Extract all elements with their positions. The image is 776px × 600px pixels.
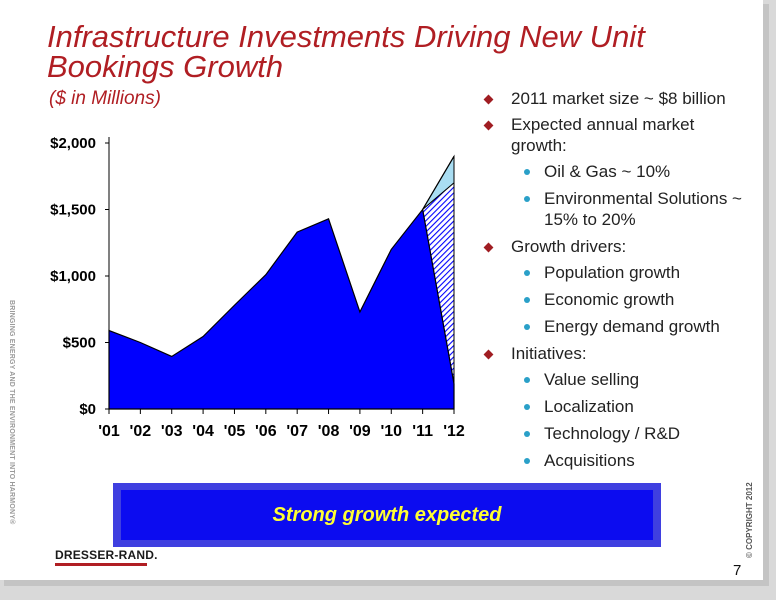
dot-bullet-icon: [524, 458, 530, 464]
bookings-area-series: [108, 208, 455, 410]
company-logo: DRESSER-RAND.: [55, 548, 158, 562]
dot-bullet-icon: [524, 169, 530, 175]
sub-bullet-item: Population growth: [484, 262, 754, 283]
sub-bullet-item: Oil & Gas ~ 10%: [484, 161, 754, 182]
dot-bullet-icon: [524, 324, 530, 330]
bullet-list: 2011 market size ~ $8 billion Expected an…: [483, 88, 754, 477]
dot-bullet-icon: [524, 297, 530, 303]
slide-shadow-bottom: [4, 580, 769, 586]
x-tick-label: '05: [224, 423, 246, 440]
sub-bullet-text: Acquisitions: [544, 451, 635, 470]
sub-bullet-text: Energy demand growth: [544, 317, 720, 336]
sub-bullet-item: Environmental Solutions ~ 15% to 20%: [484, 188, 754, 230]
x-tick-label: '07: [286, 423, 308, 440]
dot-bullet-icon: [524, 377, 530, 383]
tagline-text: BRINGING ENERGY AND THE ENVIRONMENT INTO…: [8, 300, 15, 525]
slide-title: Infrastructure Investments Driving New U…: [47, 19, 645, 84]
diamond-bullet-icon: [483, 242, 494, 253]
sub-bullet-item: Value selling: [484, 369, 754, 390]
bullet-item: Initiatives:: [483, 343, 754, 364]
logo-underline: [55, 563, 147, 566]
sub-bullet-text: Oil & Gas ~ 10%: [544, 162, 671, 181]
bullet-item: Expected annual market growth:: [483, 114, 754, 156]
y-tick-label: $2,000: [50, 135, 96, 152]
bullet-text: Expected annual market growth:: [511, 115, 695, 155]
sub-bullet-item: Energy demand growth: [484, 316, 754, 337]
sub-bullet-text: Localization: [544, 397, 634, 416]
dot-bullet-icon: [524, 270, 530, 276]
sub-bullet-item: Localization: [484, 396, 754, 417]
x-tick-label: '08: [318, 423, 340, 440]
sub-bullet-text: Population growth: [544, 263, 681, 282]
copyright-vertical: © COPYRIGHT 2012: [745, 482, 759, 560]
x-tick-label: '12: [443, 423, 465, 440]
sub-bullet-text: Environmental Solutions ~ 15% to 20%: [544, 189, 742, 229]
dot-bullet-icon: [524, 404, 530, 410]
bullet-text: 2011 market size ~ $8 billion: [511, 89, 726, 108]
slide: Infrastructure Investments Driving New U…: [0, 0, 763, 580]
bullet-text: Initiatives:: [511, 344, 587, 363]
tagline-vertical: BRINGING ENERGY AND THE ENVIRONMENT INTO…: [3, 300, 17, 524]
diamond-bullet-icon: [483, 120, 494, 131]
page-number: 7: [733, 562, 742, 579]
banner-face: [121, 490, 653, 540]
dot-bullet-icon: [524, 431, 530, 437]
y-tick-label: $0: [79, 401, 96, 418]
y-tick-label: $500: [63, 335, 96, 352]
x-tick-label: '01: [98, 423, 120, 440]
x-tick-label: '06: [255, 423, 277, 440]
projection-high-line: [422, 155, 455, 210]
copyright-text: © COPYRIGHT 2012: [745, 482, 754, 558]
x-tick-label: '09: [349, 423, 371, 440]
sub-bullet-item: Technology / R&D: [484, 423, 754, 444]
diamond-bullet-icon: [483, 94, 494, 105]
bookings-area-chart: $0 $500 $1,000 $1,500 $2,000 '01 '02 '03 '04 '05 '…: [50, 135, 465, 440]
sub-bullet-item: Acquisitions: [484, 450, 754, 471]
x-tick-label: '11: [412, 423, 433, 440]
x-tick-label: '02: [130, 423, 152, 440]
x-tick-label: '10: [380, 423, 402, 440]
sub-bullet-text: Economic growth: [544, 290, 675, 309]
bullet-item: 2011 market size ~ $8 billion: [483, 88, 754, 109]
slide-subtitle: ($ in Millions): [49, 88, 161, 109]
bullet-item: Growth drivers:: [483, 236, 754, 257]
y-tick-label: $1,500: [50, 202, 96, 219]
slide-shadow-right: [763, 4, 769, 586]
y-tick-label: $1,000: [50, 268, 96, 285]
sub-bullet-item: Economic growth: [484, 289, 754, 310]
dot-bullet-icon: [524, 196, 530, 202]
diamond-bullet-icon: [483, 349, 494, 360]
banner-text: Strong growth expected: [272, 504, 502, 526]
bullet-text: Growth drivers:: [511, 237, 627, 256]
sub-bullet-text: Value selling: [544, 370, 640, 389]
sub-bullet-text: Technology / R&D: [544, 424, 681, 443]
x-tick-label: '03: [161, 423, 183, 440]
x-tick-label: '04: [192, 423, 214, 440]
growth-banner: Strong growth expected: [113, 483, 661, 547]
